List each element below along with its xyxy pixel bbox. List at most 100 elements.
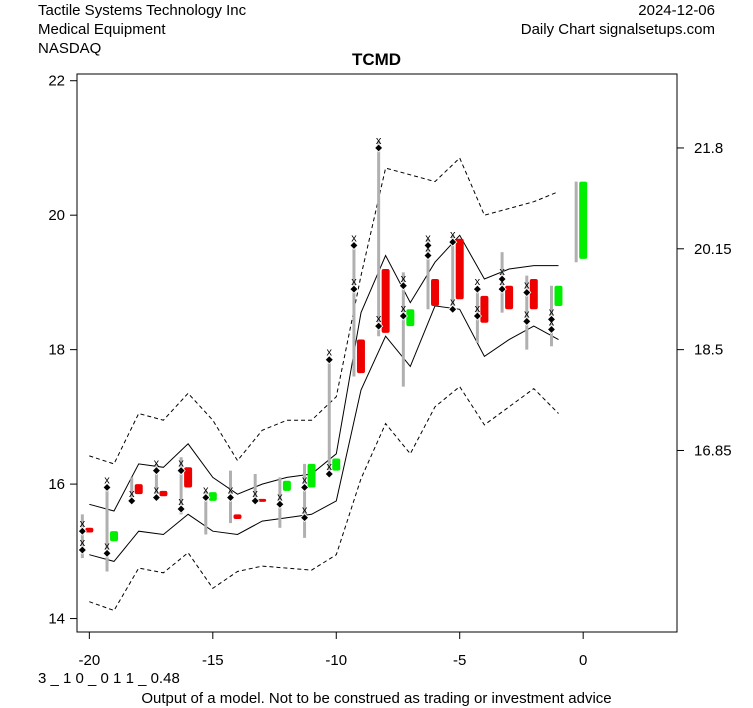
band-lower-inner: [89, 305, 559, 562]
diamond-marker: [324, 355, 334, 365]
diamond-marker: [77, 526, 87, 536]
candle-body: [406, 309, 415, 327]
x-marker: x: [425, 243, 431, 255]
candle-body: [208, 492, 217, 501]
candle: xx: [176, 457, 193, 515]
diamond-marker: [448, 237, 458, 247]
diamond-marker: [398, 311, 408, 321]
diamond-marker: [374, 321, 384, 331]
candle-body: [505, 285, 514, 310]
band-lower-outer: [89, 385, 559, 612]
x-marker: x: [376, 313, 382, 325]
chart-title: TCMD: [351, 50, 402, 69]
candle: xx: [448, 229, 464, 314]
diamond-marker: [546, 324, 557, 335]
y-right-tick-label: 18.5: [694, 342, 723, 359]
candle-body: [381, 268, 390, 333]
x-marker: x: [401, 303, 407, 315]
candle: xx: [77, 514, 94, 559]
chart-source: Daily Chart signalsetups.com: [520, 21, 715, 38]
x-tick-label: -10: [325, 652, 347, 669]
x-marker: x: [302, 505, 308, 517]
disclaimer: Output of a model. Not to be construed a…: [141, 690, 612, 707]
candle-body: [554, 285, 563, 306]
candle: xx: [374, 135, 390, 337]
diamond-marker: [448, 304, 458, 314]
x-marker: x: [228, 485, 234, 497]
x-marker: x: [549, 306, 555, 318]
candle: xx: [423, 232, 440, 310]
x-marker: x: [524, 308, 530, 320]
x-tick-label: -5: [453, 652, 466, 669]
candle: xx: [398, 272, 415, 387]
diamond-marker: [151, 492, 161, 503]
x-marker: x: [351, 232, 357, 244]
x-marker: x: [475, 276, 481, 288]
x-marker: x: [154, 485, 160, 497]
diamond-marker: [472, 311, 482, 321]
diamond-marker: [151, 466, 161, 476]
exchange-label: NASDAQ: [38, 40, 102, 57]
x-marker: x: [425, 232, 431, 244]
candle-body: [159, 490, 168, 497]
diamond-marker: [102, 482, 112, 493]
diamond-marker: [472, 284, 482, 294]
candle: xx: [300, 463, 316, 538]
diamond-marker: [423, 240, 433, 250]
y-left-tick-label: 16: [48, 476, 65, 493]
x-tick-label: -20: [79, 652, 101, 669]
candle-body: [85, 527, 94, 533]
diamond-marker: [275, 499, 285, 509]
x-tick-label: 0: [579, 652, 587, 669]
candle: xx: [546, 285, 563, 347]
candle: xx: [151, 458, 168, 503]
diamond-marker: [423, 250, 433, 261]
candle: x: [127, 477, 143, 506]
candle-body: [579, 181, 588, 259]
candle: x: [201, 485, 217, 535]
diamond-marker: [398, 281, 408, 291]
candle-body: [110, 531, 119, 542]
candle-body: [184, 467, 193, 488]
x-marker: x: [104, 540, 110, 552]
candle-body: [455, 238, 464, 300]
diamond-marker: [225, 492, 236, 503]
candle: xx: [497, 252, 514, 313]
band-upper-inner: [89, 234, 559, 512]
diamond-marker: [102, 548, 112, 558]
x-tick-label: -15: [202, 652, 224, 669]
x-marker: x: [327, 461, 333, 473]
candle: xx: [102, 474, 119, 572]
diamond-marker: [127, 496, 137, 506]
diamond-marker: [522, 316, 532, 326]
diamond-marker: [176, 504, 186, 514]
x-marker: x: [376, 135, 382, 147]
candle-body: [258, 498, 267, 502]
candle-body: [282, 480, 291, 491]
x-marker: x: [154, 458, 160, 470]
candle-body: [480, 295, 489, 323]
diamond-marker: [77, 545, 87, 555]
diamond-marker: [324, 469, 334, 479]
x-marker: x: [129, 488, 135, 500]
candle-body: [356, 339, 365, 374]
band-upper-outer: [89, 157, 559, 465]
x-marker: x: [450, 296, 456, 308]
diamond-marker: [522, 287, 532, 298]
candle: x: [275, 477, 291, 528]
y-right-tick-label: 16.85: [694, 442, 732, 459]
x-marker: x: [277, 491, 283, 503]
x-marker: x: [252, 488, 258, 500]
plot-frame: [76, 73, 678, 633]
x-marker: x: [475, 303, 481, 315]
x-marker: x: [80, 537, 86, 549]
chart-date: 2024-12-06: [638, 2, 715, 19]
x-marker: x: [524, 279, 530, 291]
candle-body: [431, 279, 440, 306]
x-marker: x: [302, 474, 308, 486]
x-marker: x: [178, 496, 184, 508]
diamond-marker: [300, 513, 310, 523]
candle: xx: [472, 276, 489, 343]
candle-body: [307, 463, 316, 488]
